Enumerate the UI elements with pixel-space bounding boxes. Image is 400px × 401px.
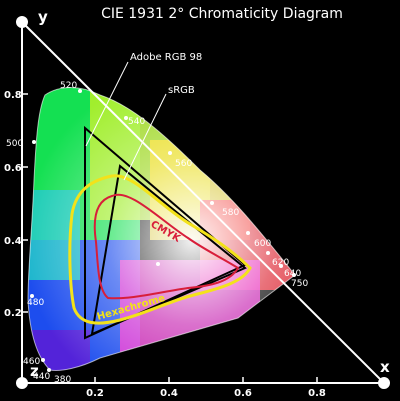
srgb-label: sRGB (168, 85, 195, 96)
x-tick-label: 0.4 (160, 388, 178, 399)
x-tick-marks (94, 377, 318, 383)
wavelength-label: 560 (175, 159, 192, 169)
wavelength-label: 480 (27, 298, 44, 308)
white-point (156, 262, 160, 266)
wavelength-label: 620 (272, 258, 289, 268)
x-axis-endpoint (378, 377, 390, 389)
hexachrome-gamut (68, 174, 252, 325)
srgb-triangle (90, 164, 247, 336)
z-axis-endpoint (16, 377, 28, 389)
x-tick-label: 0.2 (86, 388, 104, 399)
wavelength-label: 540 (128, 117, 145, 127)
y-tick-label: 0.6 (4, 163, 22, 174)
adobe-leader-line (85, 61, 129, 147)
y-tick-label: 0.8 (4, 90, 22, 101)
wavelength-label: 580 (222, 208, 239, 218)
spectral-locus-outline (27, 87, 296, 371)
wavelength-label: 640 (284, 269, 301, 279)
wavelength-label: 380 (54, 375, 71, 385)
wavelength-label: 500 (6, 139, 23, 149)
x-tick-label: 0.6 (234, 388, 252, 399)
y-tick-label: 0.2 (4, 308, 22, 319)
y-axis-letter: y (38, 8, 48, 26)
diagonal-line (21, 21, 385, 384)
wavelength-markers (30, 89, 296, 372)
wavelength-label: 440 (33, 372, 50, 382)
wavelength-label: 600 (254, 239, 271, 249)
y-tick-label: 0.4 (4, 236, 22, 247)
wavelength-label: 520 (60, 81, 77, 91)
adobe-rgb-label: Adobe RGB 98 (130, 52, 202, 63)
wavelength-label: 460 (23, 357, 40, 367)
cmyk-gamut (93, 193, 240, 300)
diagram-title: CIE 1931 2° Chromaticity Diagram (101, 6, 343, 22)
srgb-leader-line (123, 93, 167, 181)
x-axis-letter: x (380, 358, 390, 376)
x-tick-label: 0.8 (308, 388, 326, 399)
y-axis-endpoint (16, 16, 28, 28)
z-axis-letter: z (30, 362, 39, 380)
wavelength-label: 750 (291, 279, 308, 289)
y-tick-marks (22, 93, 28, 313)
